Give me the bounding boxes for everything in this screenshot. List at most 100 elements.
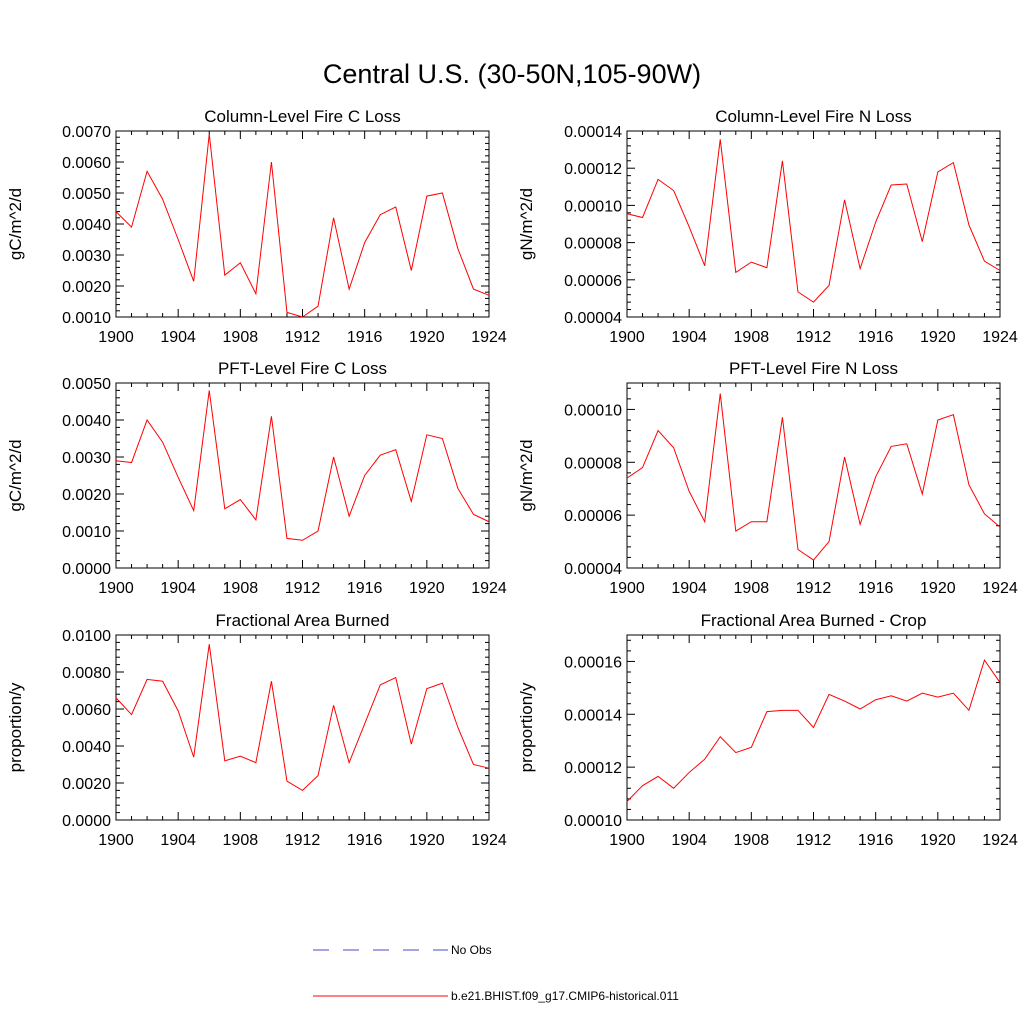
chart-5-xtick-label: 1912 xyxy=(285,832,321,849)
chart-3-xtick-label: 1920 xyxy=(409,580,445,597)
chart-5-ytick-label: 0.0000 xyxy=(62,813,111,830)
chart-6-title: Fractional Area Burned - Crop xyxy=(701,611,927,630)
chart-panels: Column-Level Fire C Loss gC/m^2/d 1900 1904… xyxy=(6,107,1018,849)
chart-4-ylabel: gN/m^2/d xyxy=(517,439,536,511)
chart-5-xtick-label: 1904 xyxy=(160,832,196,849)
chart-2-xtick-label: 1920 xyxy=(920,329,956,346)
chart-6-ytick-label: 0.00010 xyxy=(564,813,622,830)
chart-3-ytick-label: 0.0010 xyxy=(62,524,111,541)
chart-5-panel: Fractional Area Burned proportion/y 1900 19… xyxy=(6,611,507,849)
chart-2-xtick-label: 1908 xyxy=(734,329,770,346)
chart-4-xtick-label: 1912 xyxy=(796,580,832,597)
chart-1-ytick-label: 0.0040 xyxy=(62,217,111,234)
chart-5-xtick-label: 1908 xyxy=(223,832,259,849)
chart-5-series-line xyxy=(115,644,490,792)
chart-5-ytick-label: 0.0080 xyxy=(62,665,111,682)
chart-1-xtick-label: 1900 xyxy=(98,329,134,346)
chart-2-xtick-label: 1900 xyxy=(609,329,645,346)
chart-1-ytick-label: 0.0020 xyxy=(62,279,111,296)
chart-1-ytick-label: 0.0010 xyxy=(62,310,111,327)
chart-6-xtick-label: 1900 xyxy=(609,832,645,849)
chart-3-xtick-label: 1916 xyxy=(347,580,383,597)
chart-1-xtick-label: 1916 xyxy=(347,329,383,346)
chart-4-title: PFT-Level Fire N Loss xyxy=(729,359,898,378)
chart-4-xtick-label: 1904 xyxy=(671,580,707,597)
chart-6-xtick-label: 1912 xyxy=(796,832,832,849)
chart-3-ytick-label: 0.0030 xyxy=(62,450,111,467)
chart-4-xtick-label: 1924 xyxy=(982,580,1018,597)
chart-2-ytick-label: 0.00006 xyxy=(564,273,622,290)
chart-1-ytick-label: 0.0050 xyxy=(62,186,111,203)
chart-1-xtick-label: 1908 xyxy=(223,329,259,346)
chart-5-frame xyxy=(115,634,490,821)
chart-1-panel: Column-Level Fire C Loss gC/m^2/d 1900 1904… xyxy=(6,107,507,346)
chart-2-frame xyxy=(626,130,1001,318)
chart-3-title: PFT-Level Fire C Loss xyxy=(218,359,387,378)
chart-5-xtick-label: 1924 xyxy=(471,832,507,849)
chart-3-xtick-label: 1904 xyxy=(160,580,196,597)
chart-4-ytick-label: 0.00006 xyxy=(564,508,622,525)
chart-4-xtick-label: 1900 xyxy=(609,580,645,597)
chart-2-xtick-label: 1924 xyxy=(982,329,1018,346)
chart-4-panel: PFT-Level Fire N Loss gN/m^2/d 1900 1904 190… xyxy=(517,359,1018,597)
chart-3-ytick-label: 0.0050 xyxy=(62,376,111,393)
page-title: Central U.S. (30-50N,105-90W) xyxy=(323,59,701,89)
chart-4-series-line xyxy=(626,393,1001,561)
chart-1-xtick-label: 1920 xyxy=(409,329,445,346)
chart-2-ytick-label: 0.00014 xyxy=(564,124,622,141)
chart-4-ytick-label: 0.00004 xyxy=(564,561,622,578)
chart-5-title: Fractional Area Burned xyxy=(216,611,390,630)
chart-6-xtick-label: 1924 xyxy=(982,832,1018,849)
chart-2-xtick-label: 1904 xyxy=(671,329,707,346)
chart-2-ytick-label: 0.00010 xyxy=(564,198,622,215)
chart-2-ylabel: gN/m^2/d xyxy=(517,188,536,260)
chart-3-xtick-label: 1924 xyxy=(471,580,507,597)
chart-4-xtick-label: 1916 xyxy=(858,580,894,597)
chart-4-ytick-label: 0.00010 xyxy=(564,402,622,419)
chart-1-ytick-label: 0.0030 xyxy=(62,248,111,265)
chart-1-xtick-label: 1912 xyxy=(285,329,321,346)
chart-6-ytick-label: 0.00016 xyxy=(564,654,622,671)
chart-5-ytick-label: 0.0020 xyxy=(62,776,111,793)
chart-1-title: Column-Level Fire C Loss xyxy=(204,107,401,126)
chart-1-ylabel: gC/m^2/d xyxy=(6,188,25,260)
chart-4-ytick-label: 0.00008 xyxy=(564,455,622,472)
chart-5-ytick-label: 0.0040 xyxy=(62,739,111,756)
chart-2-xtick-label: 1916 xyxy=(858,329,894,346)
chart-3-xtick-label: 1908 xyxy=(223,580,259,597)
chart-3-panel: PFT-Level Fire C Loss gC/m^2/d 1900 1904 190… xyxy=(6,359,507,597)
chart-6-xtick-label: 1908 xyxy=(734,832,770,849)
chart-2-xtick-label: 1912 xyxy=(796,329,832,346)
chart-3-ytick-label: 0.0020 xyxy=(62,487,111,504)
chart-5-ytick-label: 0.0100 xyxy=(62,628,111,645)
chart-3-ytick-label: 0.0040 xyxy=(62,413,111,430)
chart-2-series-line xyxy=(626,139,1001,303)
chart-3-series-line xyxy=(115,390,490,541)
chart-2-title: Column-Level Fire N Loss xyxy=(715,107,912,126)
legend-series-label: b.e21.BHIST.f09_g17.CMIP6-historical.011 xyxy=(451,989,679,1003)
chart-1-ytick-label: 0.0070 xyxy=(62,124,111,141)
chart-3-ytick-label: 0.0000 xyxy=(62,561,111,578)
chart-2-panel: Column-Level Fire N Loss gN/m^2/d 1900 1904… xyxy=(517,107,1018,346)
legend-obs-label: No Obs xyxy=(451,943,492,957)
chart-1-xtick-label: 1904 xyxy=(160,329,196,346)
chart-5-ylabel: proportion/y xyxy=(6,682,25,772)
chart-6-xtick-label: 1920 xyxy=(920,832,956,849)
chart-5-xtick-label: 1916 xyxy=(347,832,383,849)
chart-6-series-line xyxy=(626,658,1001,802)
chart-2-ytick-label: 0.00008 xyxy=(564,236,622,253)
chart-1-series-line xyxy=(115,134,490,318)
chart-1-xtick-label: 1924 xyxy=(471,329,507,346)
chart-3-xtick-label: 1900 xyxy=(98,580,134,597)
chart-4-frame xyxy=(626,382,1001,569)
chart-2-ytick-label: 0.00004 xyxy=(564,310,622,327)
chart-6-panel: Fractional Area Burned - Crop proportion/… xyxy=(517,611,1018,849)
chart-5-xtick-label: 1920 xyxy=(409,832,445,849)
chart-6-xtick-label: 1904 xyxy=(671,832,707,849)
chart-1-ytick-label: 0.0060 xyxy=(62,155,111,172)
chart-2-ytick-label: 0.00012 xyxy=(564,161,622,178)
chart-6-ylabel: proportion/y xyxy=(517,682,536,772)
chart-6-xtick-label: 1916 xyxy=(858,832,894,849)
chart-6-ytick-label: 0.00014 xyxy=(564,707,622,724)
